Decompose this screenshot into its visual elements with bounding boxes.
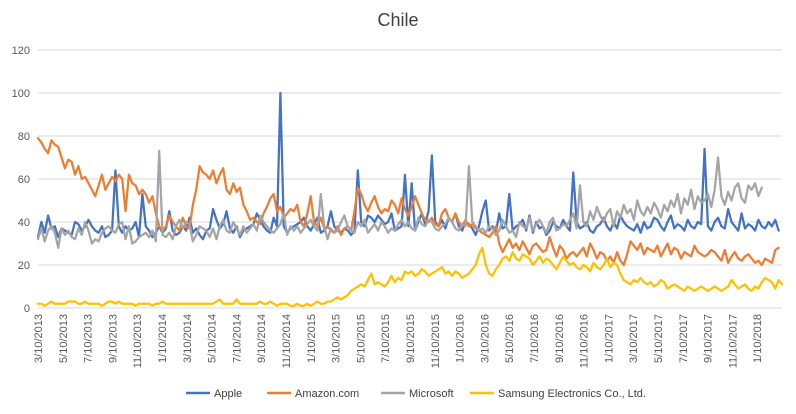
x-tick-label: 9/10/2015 — [405, 314, 417, 363]
y-tick-label: 60 — [18, 174, 30, 186]
x-tick-label: 3/10/2017 — [628, 314, 640, 363]
y-tick-label: 0 — [24, 303, 30, 315]
x-tick-label: 5/10/2014 — [207, 314, 219, 363]
x-tick-label: 7/10/2015 — [380, 314, 392, 363]
x-tick-label: 7/10/2013 — [83, 314, 95, 363]
x-tick-label: 7/10/2016 — [529, 314, 541, 363]
series-line-apple — [36, 91, 780, 241]
x-tick-label: 7/10/2017 — [678, 314, 690, 363]
legend: Apple Amazon.com Microsoft Samsung Electron… — [186, 388, 646, 400]
x-tick-label: 5/10/2013 — [58, 314, 70, 363]
x-tick-label: 5/10/2017 — [653, 314, 665, 363]
y-tick-label: 20 — [18, 260, 30, 272]
x-tick-label: 7/10/2014 — [231, 314, 243, 363]
x-axis-ticks: 3/10/2013 5/10/2013 7/10/2013 9/10/2013 11/1… — [33, 314, 764, 368]
x-tick-label: 9/10/2017 — [703, 314, 715, 363]
y-tick-label: 40 — [18, 217, 30, 229]
y-tick-label: 80 — [18, 131, 30, 143]
x-tick-label: 3/10/2013 — [33, 314, 45, 363]
x-tick-label: 5/10/2015 — [355, 314, 367, 363]
x-tick-label: 11/10/2013 — [132, 314, 144, 368]
x-tick-label: 11/10/2015 — [430, 314, 442, 368]
x-tick-label: 1/10/2016 — [455, 314, 467, 363]
x-tick-label: 3/10/2015 — [331, 314, 343, 363]
y-axis-ticks: 0 20 40 60 80 100 120 — [12, 45, 30, 315]
chart-title: Chile — [377, 10, 418, 30]
series-line-microsoft — [36, 149, 763, 249]
legend-label: Microsoft — [409, 388, 454, 400]
x-tick-label: 1/10/2014 — [157, 314, 169, 363]
series-line-samsung-electronics-co-ltd — [36, 246, 784, 307]
legend-label: Samsung Electronics Co., Ltd. — [498, 388, 646, 400]
x-tick-label: 9/10/2016 — [554, 314, 566, 363]
series-line-amazon-com — [36, 137, 780, 267]
y-tick-label: 100 — [12, 88, 30, 100]
x-tick-label: 3/10/2016 — [479, 314, 491, 363]
x-tick-label: 1/10/2018 — [752, 314, 764, 363]
x-tick-label: 1/10/2017 — [603, 314, 615, 363]
gridlines — [38, 49, 782, 309]
x-tick-label: 5/10/2016 — [504, 314, 516, 363]
x-tick-label: 1/10/2015 — [306, 314, 318, 363]
y-tick-label: 120 — [12, 45, 30, 57]
x-tick-label: 11/10/2016 — [579, 314, 591, 368]
legend-label: Amazon.com — [295, 388, 359, 400]
x-tick-label: 11/10/2014 — [281, 314, 293, 368]
legend-label: Apple — [214, 388, 242, 400]
series-lines — [36, 91, 784, 307]
x-tick-label: 9/10/2013 — [107, 314, 119, 363]
x-tick-label: 9/10/2014 — [256, 314, 268, 363]
x-tick-label: 11/10/2017 — [727, 314, 739, 368]
x-tick-label: 3/10/2014 — [182, 314, 194, 363]
